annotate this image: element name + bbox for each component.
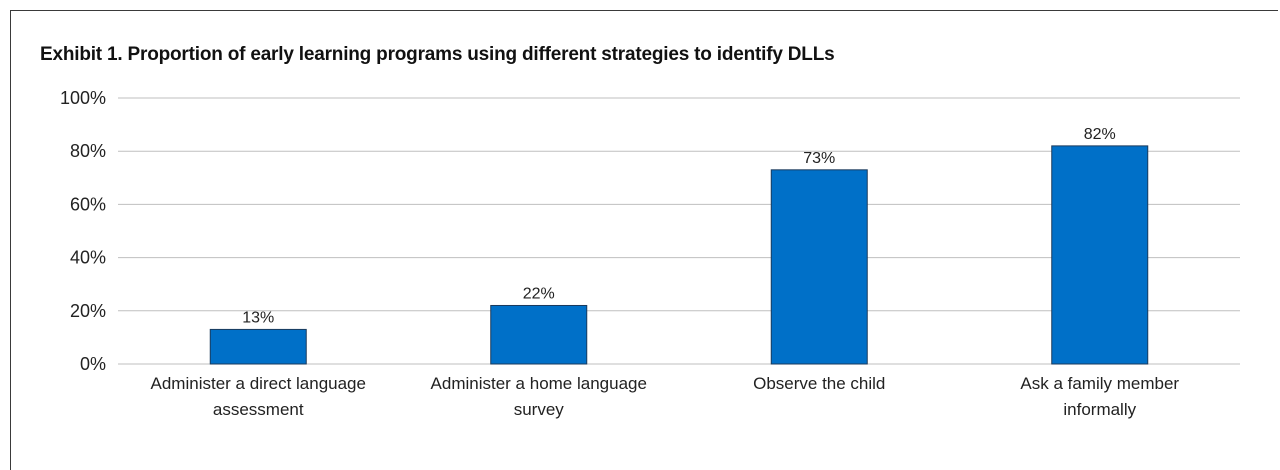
chart-title: Exhibit 1. Proportion of early learning … bbox=[40, 44, 835, 65]
bar-1 bbox=[209, 328, 307, 365]
y-tick-label-40: 40% bbox=[70, 248, 106, 268]
data-label-1: 13% bbox=[242, 309, 274, 326]
category-label-2-line-1: Administer a home language bbox=[431, 374, 647, 393]
y-tick-label-20: 20% bbox=[70, 301, 106, 321]
category-label-4-line-2: informally bbox=[1063, 400, 1136, 419]
y-tick-label-100: 100% bbox=[60, 88, 106, 108]
chart-frame bbox=[10, 10, 1278, 470]
y-tick-label-80: 80% bbox=[70, 141, 106, 161]
y-tick-label-0: 0% bbox=[80, 354, 106, 374]
category-label-1-line-2: assessment bbox=[213, 400, 304, 419]
category-label-1-line-1: Administer a direct language bbox=[151, 374, 366, 393]
bar-4 bbox=[1051, 145, 1149, 365]
category-label-3-line-1: Observe the child bbox=[753, 374, 885, 393]
data-label-3: 73% bbox=[803, 150, 835, 167]
data-label-4: 82% bbox=[1084, 126, 1116, 143]
category-label-4-line-1: Ask a family member bbox=[1020, 374, 1179, 393]
data-label-2: 22% bbox=[523, 285, 555, 302]
y-tick-label-60: 60% bbox=[70, 194, 106, 214]
bar-3 bbox=[770, 169, 868, 365]
category-label-2-line-2: survey bbox=[514, 400, 565, 419]
bar-2 bbox=[490, 304, 588, 365]
bar-chart: 0% 20% 40% 60% 80% 100% 13% Administer a direct… bbox=[60, 88, 1240, 419]
